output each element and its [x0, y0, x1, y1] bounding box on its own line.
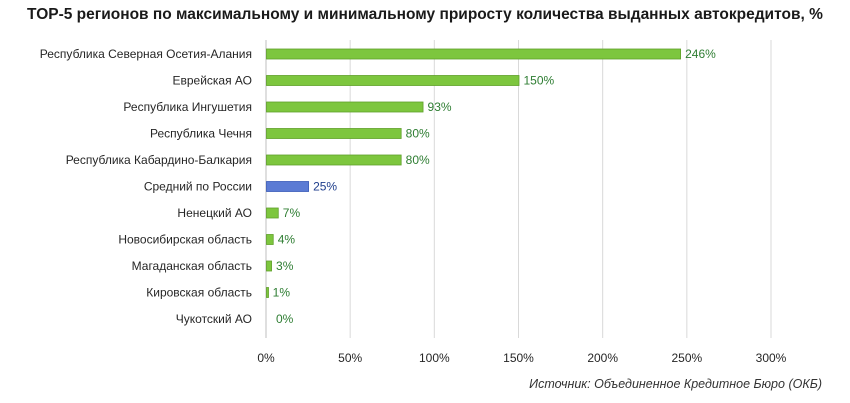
value-label: 7%: [283, 206, 301, 220]
category-label: Средний по России: [144, 180, 252, 194]
grid-layer: [265, 40, 772, 338]
value-label: 1%: [273, 286, 291, 300]
bar: [266, 207, 279, 219]
x-tick-label: 300%: [756, 351, 787, 365]
bar: [266, 154, 402, 166]
bar: [266, 234, 274, 245]
label-layer: Республика Северная Осетия-Алания 246% Евр…: [40, 47, 716, 326]
category-label: Республика Чечня: [150, 127, 252, 141]
value-label: 4%: [278, 233, 296, 247]
value-label: 150%: [524, 74, 555, 88]
category-label: Чукотский АО: [176, 312, 252, 326]
chart-title: TOP-5 регионов по максимальному и минима…: [27, 6, 823, 23]
category-label: Республика Кабардино-Балкария: [66, 153, 252, 167]
bar: [266, 128, 402, 139]
value-label: 246%: [685, 47, 716, 61]
x-tick-label: 250%: [671, 351, 702, 365]
bar: [266, 48, 682, 60]
x-tick-label: 150%: [503, 351, 534, 365]
x-tick-label: 0%: [257, 351, 275, 365]
source-note: Источник: Объединенное Кредитное Бюро (О…: [529, 377, 822, 391]
x-axis-ticks: 0% 50% 100% 150% 200% 250% 300%: [257, 351, 786, 365]
bar-average: [266, 181, 309, 192]
bar-layer: [266, 48, 682, 298]
category-label: Магаданская область: [132, 259, 252, 273]
category-label: Еврейская АО: [172, 74, 252, 88]
bar: [266, 101, 424, 113]
category-label: Республика Ингушетия: [123, 100, 252, 114]
value-label: 3%: [276, 259, 294, 273]
category-label: Новосибирская область: [118, 233, 252, 247]
value-label: 80%: [406, 153, 430, 167]
category-label: Кировская область: [146, 286, 252, 300]
bar: [266, 287, 269, 298]
x-tick-label: 200%: [587, 351, 618, 365]
value-label: 0%: [276, 312, 294, 326]
value-label: 80%: [406, 127, 430, 141]
bar: [266, 260, 272, 272]
bar: [266, 75, 520, 86]
value-label: 93%: [428, 100, 452, 114]
category-label: Ненецкий АО: [177, 206, 252, 220]
x-tick-label: 50%: [338, 351, 362, 365]
category-label: Республика Северная Осетия-Алания: [40, 47, 252, 61]
x-tick-label: 100%: [419, 351, 450, 365]
value-label: 25%: [313, 180, 337, 194]
